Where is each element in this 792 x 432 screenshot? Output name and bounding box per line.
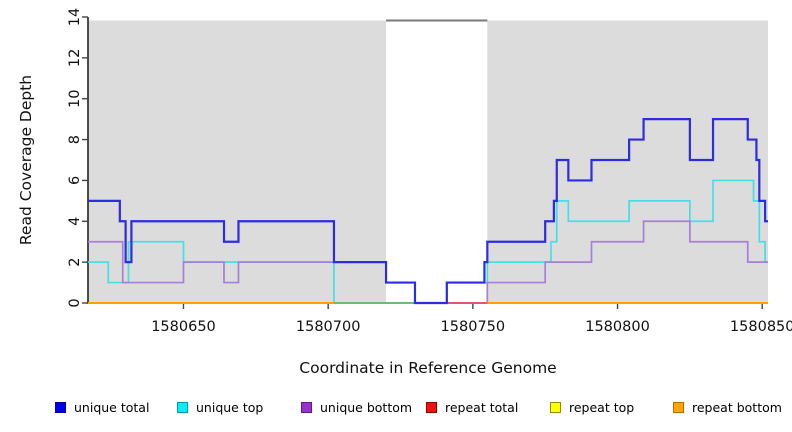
- y-tick-label: 14: [67, 8, 83, 26]
- y-tick-label: 6: [67, 176, 83, 185]
- shaded-region: [88, 20, 387, 303]
- legend-swatch-icon: [301, 402, 312, 413]
- legend-item-repeat-top: repeat top: [550, 400, 634, 415]
- y-tick-label: 2: [67, 258, 83, 267]
- legend-label: unique bottom: [320, 400, 413, 415]
- shaded-region: [487, 20, 768, 303]
- y-tick-label: 10: [67, 89, 83, 107]
- y-tick-label: 12: [67, 49, 83, 67]
- series-unique-top: [88, 179, 768, 304]
- y-axis-title: Read Coverage Depth: [17, 75, 35, 245]
- legend-swatch-icon: [550, 402, 561, 413]
- legend-label: unique total: [74, 400, 150, 415]
- legend-label: repeat total: [445, 400, 519, 415]
- legend-swatch-icon: [673, 402, 684, 413]
- series-unique-total: [88, 118, 768, 305]
- x-tick-label: 1580650: [151, 319, 216, 335]
- legend-item-unique-top: unique top: [177, 400, 263, 415]
- legend-label: repeat bottom: [692, 400, 782, 415]
- x-tick-label: 1580800: [585, 319, 650, 335]
- legend-label: repeat top: [569, 400, 635, 415]
- legend-item-repeat-bottom: repeat bottom: [673, 400, 782, 415]
- y-tick-label: 0: [67, 298, 83, 307]
- legend-item-repeat-total: repeat total: [426, 400, 518, 415]
- legend-item-unique-total: unique total: [55, 400, 149, 415]
- legend-swatch-icon: [426, 402, 437, 413]
- legend-item-unique-bottom: unique bottom: [301, 400, 412, 415]
- y-tick-label: 4: [67, 217, 83, 226]
- x-axis-title: Coordinate in Reference Genome: [299, 359, 556, 377]
- x-tick-label: 1580850: [730, 319, 792, 335]
- legend: unique total unique top unique bottom repea…: [0, 400, 792, 422]
- x-tick-label: 1580700: [296, 319, 361, 335]
- x-tick-label: 1580750: [441, 319, 506, 335]
- plot-dynamic-layer: 1580650 1580700 1580750 1580800 1580850 0 2 4 6 8…: [67, 8, 792, 335]
- legend-swatch-icon: [55, 402, 66, 413]
- legend-swatch-icon: [177, 402, 188, 413]
- y-tick-label: 8: [67, 135, 83, 144]
- legend-label: unique top: [196, 400, 264, 415]
